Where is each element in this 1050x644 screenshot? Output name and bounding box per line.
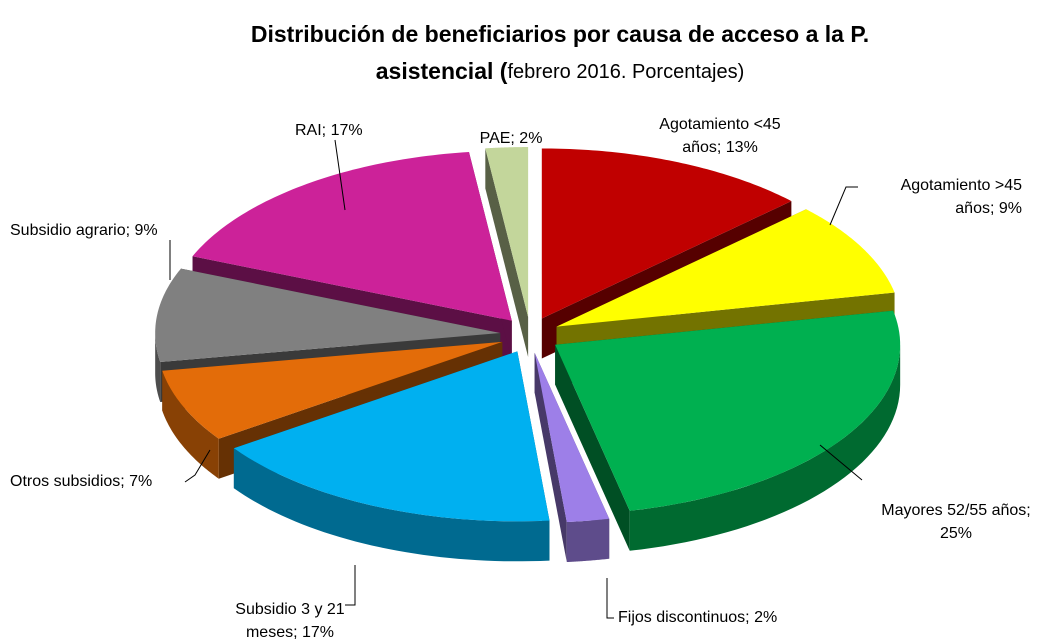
slice-side: [566, 518, 610, 563]
data-label: Subsidio 3 y 21: [235, 601, 345, 618]
slice: [485, 147, 529, 358]
slice-wall: [485, 148, 529, 358]
slice: [555, 310, 901, 551]
data-label: Subsidio agrario; 9%: [10, 222, 158, 239]
slice: [534, 352, 610, 563]
slice-top: [162, 341, 503, 439]
chart-title: asistencial (: [376, 58, 508, 84]
data-label: 25%: [940, 525, 972, 542]
data-label: PAE; 2%: [480, 130, 543, 147]
slice-side: [155, 333, 161, 402]
leader-line: [606, 578, 614, 619]
chart-title-line: asistencial (febrero 2016. Porcentajes): [376, 58, 745, 84]
slice-top: [155, 268, 501, 362]
chart-title: Distribución de beneficiarios por causa …: [251, 21, 869, 47]
leader-line: [345, 565, 356, 606]
leader-line: [334, 139, 346, 211]
leader-line: [819, 444, 863, 481]
data-label: Otros subsidios; 7%: [10, 473, 152, 490]
slice-top: [541, 148, 792, 319]
data-label: años; 13%: [682, 139, 758, 156]
slice-top: [233, 351, 550, 522]
data-label: Agotamiento <45: [659, 116, 781, 133]
slice-top: [556, 209, 895, 327]
slice-top: [555, 310, 901, 511]
chart-subtitle: febrero 2016. Porcentajes): [507, 61, 744, 83]
slice-top: [485, 147, 529, 318]
data-label: Agotamiento >45: [901, 177, 1023, 194]
data-label: meses; 17%: [246, 624, 334, 641]
slice-top: [192, 152, 512, 321]
data-label: Mayores 52/55 años;: [881, 502, 1030, 519]
slice-side: [629, 344, 901, 551]
data-label: RAI; 17%: [295, 122, 363, 139]
slice-side: [162, 370, 219, 479]
data-label: años; 9%: [955, 200, 1022, 217]
slice: [233, 351, 550, 562]
slice-wall: [534, 352, 567, 563]
leader-line: [829, 186, 858, 226]
slice-wall: [555, 344, 630, 551]
slice-top: [534, 352, 610, 523]
slice-side: [233, 448, 550, 562]
data-label: Fijos discontinuos; 2%: [618, 609, 777, 626]
leader-line: [184, 449, 211, 483]
